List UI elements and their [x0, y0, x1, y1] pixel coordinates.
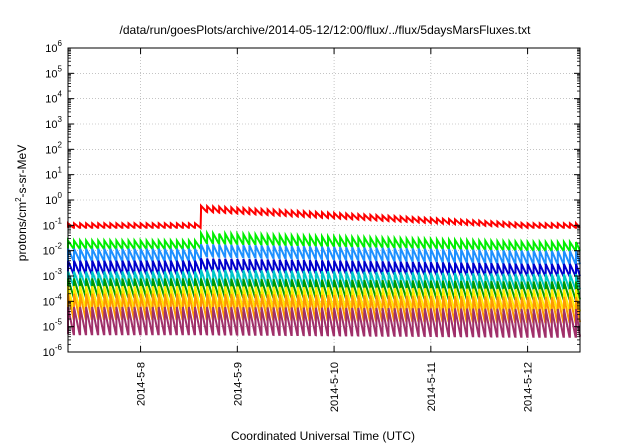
- y-tick-base: 10: [43, 296, 55, 308]
- x-tick-label: 2014-5-12: [523, 362, 535, 412]
- series-line-4: [67, 258, 581, 278]
- y-tick-exponent: -5: [55, 318, 63, 327]
- y-tick-exponent: 4: [58, 90, 63, 99]
- series-line-1: [67, 203, 581, 230]
- y-axis-label-superscript: 2: [14, 197, 23, 202]
- y-tick-base: 10: [45, 170, 57, 182]
- y-tick-base: 10: [45, 119, 57, 131]
- y-tick-exponent: 6: [58, 39, 63, 48]
- y-tick-label: 10-1: [43, 216, 63, 232]
- y-tick-label: 104: [45, 90, 62, 106]
- x-tick-label: 2014-5-9: [232, 362, 244, 406]
- y-tick-label: 101: [45, 166, 62, 182]
- y-tick-label: 10-6: [43, 343, 63, 359]
- y-tick-label: 10-3: [43, 267, 63, 283]
- y-tick-base: 10: [45, 43, 57, 55]
- y-tick-base: 10: [43, 246, 55, 258]
- y-tick-exponent: 5: [58, 64, 63, 73]
- series-line-3: [67, 243, 581, 266]
- x-tick-labels: 2014-5-8 2014-5-9 2014-5-10 2014-5-11 2014-5…: [136, 362, 535, 412]
- y-tick-exponent: 2: [58, 140, 63, 149]
- y-tick-exponent: -6: [55, 343, 63, 352]
- y-tick-base: 10: [45, 144, 57, 156]
- axes: [67, 47, 581, 353]
- series-lines: [67, 203, 581, 338]
- y-tick-exponent: 1: [58, 166, 63, 175]
- y-tick-label: 103: [45, 115, 62, 131]
- y-tick-base: 10: [45, 195, 57, 207]
- x-axis-label: Coordinated Universal Time (UTC): [231, 429, 415, 443]
- x-tick-label: 2014-5-8: [136, 362, 148, 406]
- y-tick-base: 10: [43, 322, 55, 334]
- y-tick-label: 10-2: [43, 242, 63, 258]
- series-line-9: [67, 306, 581, 338]
- y-axis-label: protons/cm2-s-sr-MeV: [14, 145, 29, 261]
- y-tick-exponent: -3: [55, 267, 63, 276]
- y-tick-base: 10: [43, 271, 55, 283]
- y-tick-exponent: -4: [55, 292, 63, 301]
- y-tick-label: 106: [45, 39, 62, 55]
- plot-frame: [67, 47, 581, 353]
- y-tick-base: 10: [45, 94, 57, 106]
- y-tick-exponent: -2: [55, 242, 63, 251]
- y-tick-labels: 10-610-510-410-310-210-11001011021031041…: [43, 39, 63, 359]
- y-tick-label: 10-4: [43, 292, 63, 308]
- y-tick-exponent: 3: [58, 115, 63, 124]
- y-tick-exponent: -1: [55, 216, 63, 225]
- y-tick-label: 100: [45, 191, 62, 207]
- y-axis-label-part1: protons/cm: [15, 202, 29, 261]
- series-line-2: [67, 229, 581, 253]
- y-tick-base: 10: [45, 68, 57, 80]
- y-tick-base: 10: [43, 347, 55, 359]
- y-tick-label: 10-5: [43, 318, 63, 334]
- x-tick-label: 2014-5-10: [329, 362, 341, 412]
- chart-title: /data/run/goesPlots/archive/2014-05-12/1…: [120, 23, 532, 37]
- y-tick-exponent: 0: [58, 191, 63, 200]
- y-tick-base: 10: [43, 220, 55, 232]
- y-tick-label: 105: [45, 64, 62, 80]
- x-tick-label: 2014-5-11: [426, 362, 438, 411]
- y-tick-label: 102: [45, 140, 62, 156]
- y-axis-label-part2: -s-sr-MeV: [15, 145, 29, 198]
